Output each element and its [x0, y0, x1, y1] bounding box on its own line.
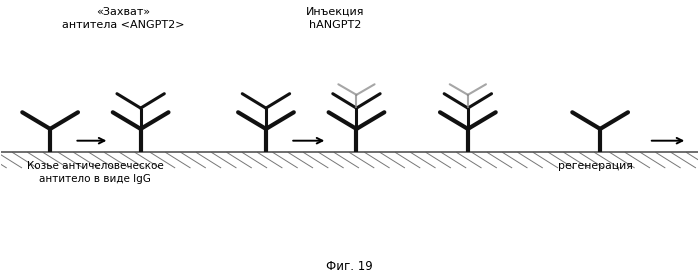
Text: Козье античеловеческое
антитело в виде IgG: Козье античеловеческое антитело в виде I… [27, 161, 164, 184]
Text: Инъекция
hANGPT2: Инъекция hANGPT2 [306, 7, 365, 30]
Text: регенерация: регенерация [559, 161, 633, 171]
Text: «Захват»
антитела <ANGPT2>: «Захват» антитела <ANGPT2> [62, 7, 185, 30]
Text: Фиг. 19: Фиг. 19 [326, 260, 373, 273]
